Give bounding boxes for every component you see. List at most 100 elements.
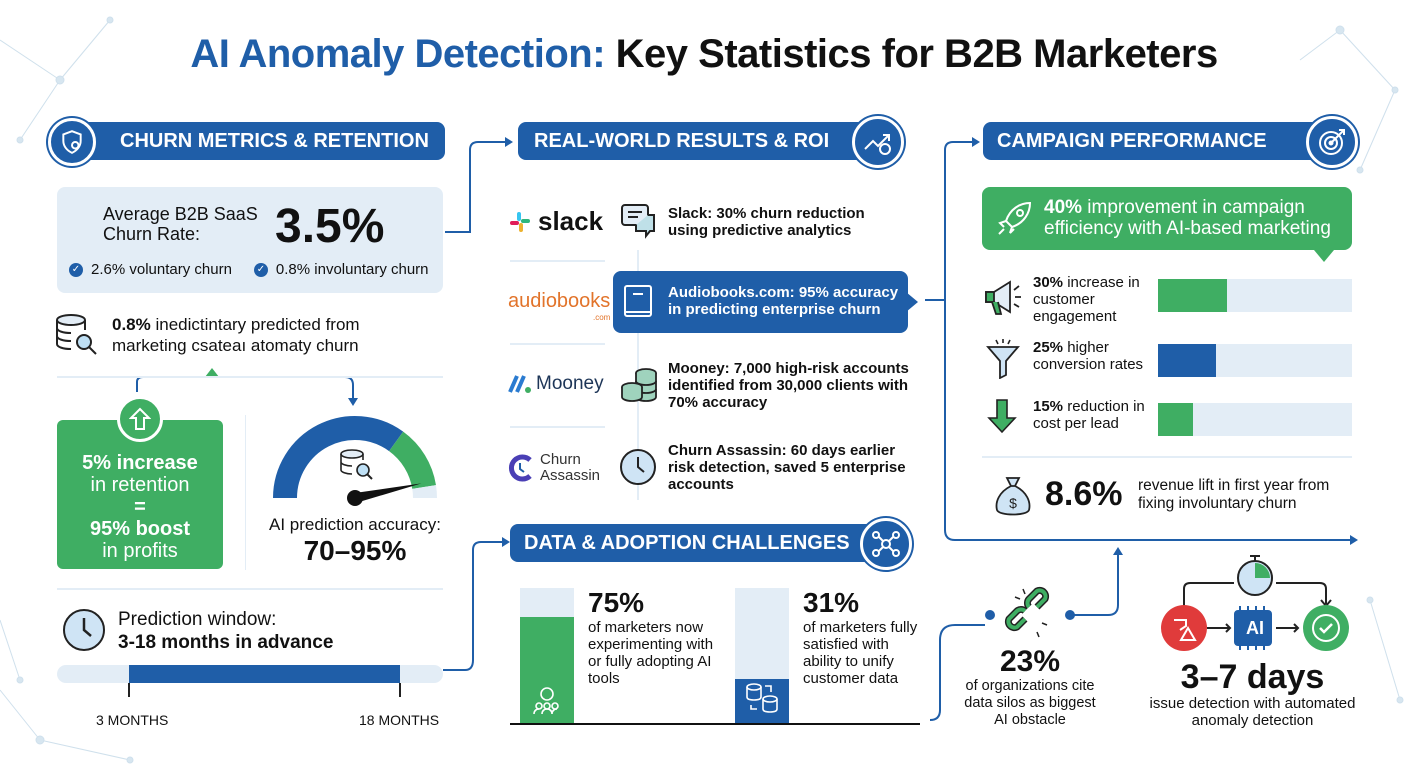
campaign-stat-rest: reduction in cost per lead xyxy=(1033,398,1145,432)
result-churn-assassin: Churn Assassin: 60 days earlier risk det… xyxy=(668,442,906,493)
campaign-bar-track xyxy=(1158,279,1352,312)
campaign-stat-bold: 15% xyxy=(1033,398,1064,415)
banner-bold: 40% xyxy=(1044,197,1083,218)
retention-card: 5% increase in retention = 95% boost in … xyxy=(57,420,223,569)
challenges-section-header: DATA & ADOPTION CHALLENGES xyxy=(510,524,875,562)
divider xyxy=(982,456,1352,458)
title-highlight: AI Anomaly Detection: xyxy=(190,32,606,76)
ai-chip-icon xyxy=(1234,606,1272,650)
check-circle-icon xyxy=(1303,605,1349,651)
result-slack: Slack: 30% churn reduction using predict… xyxy=(668,205,865,239)
window-end-label: 18 MONTHS xyxy=(359,712,440,728)
result-audiobooks-highlight: Audiobooks.com: 95% accuracy in predicti… xyxy=(613,271,908,333)
mooney-logo: Mooney xyxy=(508,373,604,395)
divider xyxy=(57,588,443,590)
gauge-hub xyxy=(347,490,363,506)
window-start-marker xyxy=(127,683,130,697)
involuntary-churn: 0.8% involuntary churn xyxy=(275,261,429,278)
chat-icon xyxy=(621,204,655,239)
gauge-value: 70–95% xyxy=(303,535,407,566)
campaign-stat-text: 25% higher conversion rates xyxy=(1033,339,1153,373)
window-start-label: 3 MONTHS xyxy=(96,712,169,728)
baseline xyxy=(510,723,920,725)
divider xyxy=(510,426,605,428)
alert-icon xyxy=(1161,605,1207,651)
window-end-marker xyxy=(398,683,401,697)
avg-churn-card: Average B2B SaaS Churn Rate: 3.5% ✓ 2.6%… xyxy=(57,187,443,293)
churn-section-header: CHURN METRICS & RETENTION xyxy=(60,122,445,160)
campaign-stat-text: 15% reduction in cost per lead xyxy=(1033,398,1153,432)
campaign-bar-fill xyxy=(1158,344,1216,377)
check-icon: ✓ xyxy=(253,262,268,277)
divider xyxy=(510,260,605,262)
adoption-bar-track xyxy=(520,588,574,723)
accuracy-gauge xyxy=(273,416,437,506)
campaign-stat-bold: 30% xyxy=(1033,274,1064,291)
campaign-stat-bold: 25% xyxy=(1033,339,1064,356)
banner-pointer xyxy=(1314,250,1334,262)
gauge-arc-blue xyxy=(273,416,404,499)
arrow-up-icon xyxy=(117,396,163,442)
silos-value: 23% xyxy=(999,645,1061,678)
money-bag-icon: $ xyxy=(995,477,1031,516)
divider xyxy=(245,415,246,570)
svg-text:$: $ xyxy=(1009,495,1017,511)
adoption-value: 75% xyxy=(588,587,645,618)
shield-gear-icon xyxy=(48,118,96,166)
prediction-window: Prediction window: 3-18 months in advance xyxy=(118,608,333,654)
avg-churn-label: Average B2B SaaS Churn Rate: xyxy=(103,204,258,244)
revenue-lift-value: 8.6% xyxy=(1045,475,1123,513)
divider xyxy=(57,376,443,378)
check-icon: ✓ xyxy=(69,262,83,277)
banner-text: 40% improvement in campaign efficiency w… xyxy=(1044,197,1344,239)
prediction-window-fill xyxy=(128,665,400,683)
divider xyxy=(510,343,605,345)
banner-rest: improvement in campaign efficiency with … xyxy=(1044,197,1331,239)
prediction-window-track xyxy=(57,665,443,683)
mooney-logo-text: Mooney xyxy=(536,373,604,394)
satisfaction-value: 31% xyxy=(803,587,860,618)
avg-churn-value: 3.5% xyxy=(275,200,385,253)
broken-link-icon xyxy=(1004,586,1050,638)
retention-line: 95% boost xyxy=(89,518,191,540)
page-title: AI Anomaly Detection: Key Statistics for… xyxy=(0,32,1408,77)
satisfaction-bar-track xyxy=(735,588,789,723)
target-icon xyxy=(1306,116,1358,168)
campaign-stat-rest: increase in customer engagement xyxy=(1033,274,1140,325)
megaphone-icon xyxy=(985,280,1021,315)
funnel-icon xyxy=(986,339,1020,379)
campaign-bar-fill xyxy=(1158,403,1193,436)
result-audiobooks: Audiobooks.com: 95% accuracy in predicti… xyxy=(668,284,899,318)
retention-line: in profits xyxy=(102,540,178,562)
detection-value: 3–7 days xyxy=(1180,658,1325,696)
silos-text: of organizations cite data silos as bigg… xyxy=(964,678,1096,728)
campaign-header-label: CAMPAIGN PERFORMANCE xyxy=(997,129,1267,152)
gauge-needle xyxy=(353,483,422,503)
callout-pointer xyxy=(906,292,918,312)
audiobooks-logo-sub: .com xyxy=(592,313,611,322)
window-value: 3-18 months in advance xyxy=(118,632,334,653)
slack-logo: slack xyxy=(508,206,603,237)
window-label: Prediction window: xyxy=(118,609,277,630)
rocket-icon xyxy=(998,201,1032,235)
retention-line: in retention xyxy=(90,474,190,496)
results-section-header: REAL-WORLD RESULTS & ROI xyxy=(518,122,890,160)
gauge-label: AI prediction accuracy: xyxy=(269,515,441,534)
campaign-stat-text: 30% increase in customer engagement xyxy=(1033,274,1153,325)
clock-icon xyxy=(620,449,656,485)
growth-chart-icon xyxy=(852,116,904,168)
gauge-arc-green xyxy=(388,431,436,490)
campaign-bar-fill xyxy=(1158,279,1228,312)
data-sync-icon xyxy=(746,683,778,713)
audiobooks-logo-text: audiobooks xyxy=(508,290,611,312)
campaign-section-header: CAMPAIGN PERFORMANCE xyxy=(983,122,1328,160)
campaign-bar-track xyxy=(1158,344,1352,377)
satisfaction-text: of marketers fully satisfied with abilit… xyxy=(803,619,918,687)
retention-equals: = xyxy=(134,496,146,518)
adoption-bar-fill xyxy=(520,616,574,723)
clock-icon xyxy=(63,609,105,651)
retention-line: 5% increase xyxy=(82,452,198,474)
campaign-efficiency-banner: 40% improvement in campaign efficiency w… xyxy=(982,187,1352,250)
campaign-bar-track xyxy=(1158,403,1352,436)
challenges-header-label: DATA & ADOPTION CHALLENGES xyxy=(524,531,850,554)
